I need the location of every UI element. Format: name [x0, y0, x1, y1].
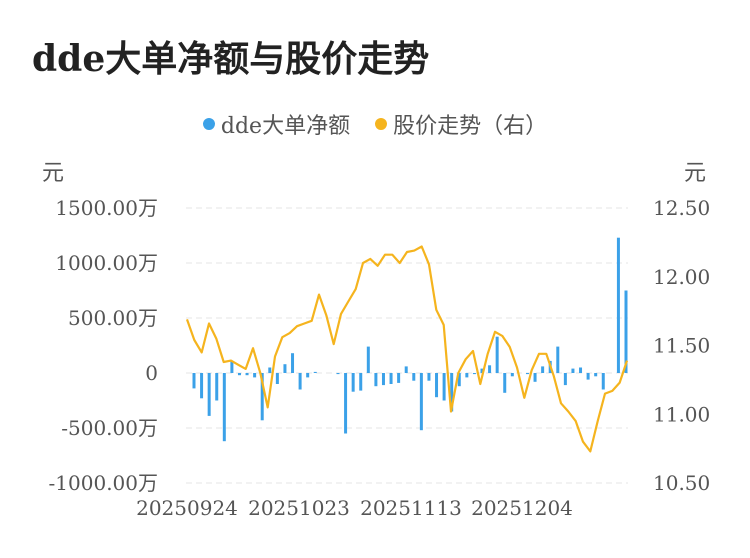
dde-bar — [275, 373, 279, 384]
dde-bar — [594, 373, 598, 377]
chart-title: dde大单净额与股价走势 — [32, 38, 430, 80]
dde-bar — [215, 373, 219, 401]
dde-bar — [192, 373, 196, 389]
right-axis-ticks: 12.50 12.00 11.50 11.00 10.50 — [653, 196, 710, 495]
dde-bar — [488, 365, 492, 373]
right-tick-label: 10.50 — [653, 471, 710, 495]
dde-bar — [404, 366, 408, 373]
dde-bar — [533, 373, 537, 382]
dde-bar — [450, 373, 454, 412]
legend-item-price[interactable]: 股价走势（右） — [375, 108, 547, 140]
left-axis-ticks: 1500.00万 1000.00万 500.00万 0 -500.00万 -1000.00… — [49, 196, 158, 495]
dde-bar — [624, 290, 628, 373]
dde-bars — [192, 237, 628, 442]
dde-bar — [291, 353, 295, 373]
dde-bar — [472, 373, 476, 375]
dde-bar — [359, 373, 363, 391]
dde-bar — [556, 346, 560, 373]
dde-bar — [579, 367, 583, 373]
dde-bar — [222, 373, 226, 442]
dde-bar — [480, 368, 484, 373]
dde-bar — [435, 373, 439, 398]
dde-bar — [412, 373, 416, 381]
left-tick-label: -1000.00万 — [49, 471, 158, 495]
dde-bar — [427, 373, 431, 381]
dde-bar — [298, 373, 302, 390]
right-tick-label: 12.00 — [653, 265, 710, 289]
left-tick-label: -500.00万 — [61, 416, 158, 440]
dde-bar — [541, 366, 545, 373]
price-line-group — [185, 245, 629, 453]
dde-bar — [457, 373, 461, 387]
dde-bar — [230, 360, 234, 373]
dde-bar — [389, 373, 393, 384]
left-tick-label: 1500.00万 — [55, 196, 158, 220]
dde-bar — [336, 373, 340, 375]
dde-bar — [283, 364, 287, 373]
dde-bar — [351, 373, 355, 392]
dde-bar — [465, 373, 469, 378]
dde-bar — [503, 373, 507, 393]
right-tick-label: 12.50 — [653, 196, 710, 220]
dde-bar — [260, 373, 264, 421]
left-tick-label: 500.00万 — [68, 306, 158, 330]
legend-item-dde[interactable]: dde大单净额 — [202, 108, 351, 140]
dde-bar — [306, 373, 310, 378]
dde-bar — [344, 373, 348, 434]
dde-bar — [207, 373, 211, 416]
legend-label-dde: dde大单净额 — [220, 114, 351, 139]
dde-bar — [495, 336, 499, 373]
dde-bar — [419, 373, 423, 431]
dde-bar — [200, 373, 204, 399]
dde-bar — [510, 373, 514, 377]
x-tick-label: 20251204 — [471, 496, 573, 520]
left-tick-label: 0 — [145, 361, 158, 385]
dde-bar — [563, 373, 567, 386]
dde-bar — [601, 373, 605, 390]
legend: dde大单净额 股价走势（右） — [0, 108, 750, 140]
legend-swatch-dde — [202, 118, 215, 130]
legend-swatch-price — [375, 118, 388, 130]
dde-bar — [381, 373, 385, 386]
x-axis-ticks: 20250924 20251023 20251113 20251204 — [136, 496, 573, 520]
dde-bar — [616, 237, 620, 373]
x-tick-label: 20250924 — [136, 496, 238, 520]
dde-bar — [374, 373, 378, 387]
dde-bar — [397, 373, 401, 383]
dde-bar — [245, 373, 249, 376]
dde-bar — [525, 373, 529, 375]
dde-bar — [366, 346, 370, 373]
right-tick-label: 11.00 — [653, 402, 710, 426]
dde-bar — [313, 371, 317, 373]
gridlines — [186, 207, 628, 484]
legend-label-price: 股价走势（右） — [393, 114, 548, 139]
left-axis-unit: 元 — [42, 161, 65, 186]
left-tick-label: 1000.00万 — [55, 251, 158, 275]
dde-bar — [268, 367, 272, 373]
dde-bar — [442, 373, 446, 401]
dde-bar — [253, 373, 257, 378]
price-line — [185, 245, 629, 453]
right-axis-unit: 元 — [684, 161, 707, 186]
x-tick-label: 20251023 — [248, 496, 350, 520]
x-tick-label: 20251113 — [360, 496, 462, 520]
dde-bar — [237, 373, 241, 376]
dde-bar — [571, 368, 575, 373]
right-tick-label: 11.50 — [653, 334, 710, 358]
dde-bar — [586, 373, 590, 380]
